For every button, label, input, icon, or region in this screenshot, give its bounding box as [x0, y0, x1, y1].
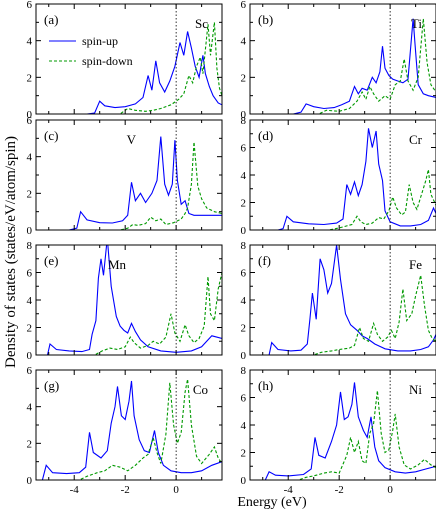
panel-ti: 0 2 4 6 (b) Ti: [241, 0, 436, 121]
y-tick-label: 4: [241, 420, 247, 432]
y-tick-label: 6: [241, 143, 247, 155]
figure-xlabel: Energy (eV): [237, 495, 307, 510]
element-label: Sc: [195, 16, 208, 31]
y-tick-label: 8: [241, 240, 247, 252]
x-tick-label: -4: [70, 484, 80, 496]
element-label: V: [127, 132, 137, 147]
series-line-spin-up: [36, 245, 222, 355]
panel-label: (g): [44, 378, 59, 393]
panel-v: 0 2 4 6 (c) V: [27, 115, 223, 237]
panel-fe: 0 2 4 6 8 (f) Fe: [241, 240, 436, 362]
y-tick-label: 2: [27, 188, 33, 200]
element-label: Ni: [409, 382, 422, 397]
series-line-spin-down: [250, 390, 436, 480]
y-tick-label: 4: [241, 170, 247, 182]
y-tick-label: 4: [27, 36, 33, 48]
x-tick-label: -2: [335, 484, 344, 496]
x-tick-label: -4: [284, 484, 294, 496]
x-tick-label: 0: [387, 484, 393, 496]
series-line-spin-up: [36, 136, 222, 230]
y-tick-label: 8: [241, 115, 247, 127]
panel-grid: 0 2 4 6 (a) Sc spin-up spin-down 0 2 4 6 (b) Ti 0 2 4 6 (c…: [27, 0, 436, 496]
y-tick-label: 8: [27, 240, 33, 252]
y-tick-label: 2: [27, 72, 33, 84]
y-tick-label: 2: [241, 72, 247, 84]
y-tick-label: 6: [241, 0, 247, 11]
x-tick-label: 0: [173, 484, 179, 496]
y-tick-label: 6: [27, 365, 33, 377]
series-line-spin-down: [250, 275, 436, 355]
series-line-spin-up: [250, 382, 436, 480]
y-tick-label: 0: [241, 225, 247, 237]
y-tick-label: 8: [241, 365, 247, 377]
panel-label: (d): [258, 128, 273, 143]
y-tick-label: 2: [241, 198, 247, 210]
y-tick-label: 0: [241, 109, 247, 121]
y-tick-label: 6: [241, 393, 247, 405]
element-label: Fe: [409, 257, 422, 272]
panel-co: 0 2 4 6 -4 -2 0 (g) Co: [27, 365, 223, 496]
legend-entry-spin-up: spin-up: [82, 34, 118, 48]
panel-frame: [249, 3, 436, 115]
y-tick-label: 2: [27, 323, 33, 335]
y-tick-label: 0: [27, 475, 33, 487]
figure-ylabel: Density of states (states/eV/atom/spin): [3, 136, 19, 368]
panel-label: (a): [44, 12, 58, 27]
element-label: Co: [193, 382, 208, 397]
element-label: Cr: [409, 132, 423, 147]
y-tick-label: 0: [241, 350, 247, 362]
y-tick-label: 2: [27, 438, 33, 450]
panel-label: (f): [258, 253, 271, 268]
series-line-spin-up: [250, 18, 436, 114]
y-tick-label: 6: [27, 115, 33, 127]
series-line-spin-down: [36, 22, 222, 114]
y-tick-label: 6: [27, 268, 33, 280]
y-tick-label: 4: [27, 152, 33, 164]
series-line-spin-down: [250, 18, 436, 114]
y-tick-label: 0: [27, 350, 33, 362]
element-label: Ti: [411, 16, 422, 31]
y-tick-label: 4: [241, 295, 247, 307]
y-tick-label: 0: [27, 225, 33, 237]
series-line-spin-down: [250, 169, 436, 230]
y-tick-label: 0: [241, 475, 247, 487]
legend-entry-spin-down: spin-down: [82, 54, 133, 68]
series-line-spin-down: [36, 141, 222, 230]
series-line-spin-up: [36, 380, 222, 480]
panel-cr: 0 2 4 6 8 (d) Cr: [241, 115, 436, 237]
y-tick-label: 4: [27, 295, 33, 307]
series-line-spin-down: [36, 272, 222, 355]
series-line-spin-up: [250, 128, 436, 230]
y-tick-label: 2: [241, 323, 247, 335]
y-tick-label: 4: [241, 36, 247, 48]
panel-label: (c): [44, 128, 58, 143]
y-tick-label: 6: [241, 268, 247, 280]
y-tick-label: 4: [27, 402, 33, 414]
panel-label: (h): [258, 378, 273, 393]
element-label: Mn: [108, 257, 127, 272]
series-line-spin-up: [250, 245, 436, 355]
panel-ni: 0 2 4 6 8 -4 -2 0 (h) Ni: [241, 365, 436, 496]
series-line-spin-down: [36, 379, 222, 480]
panel-mn: 0 2 4 6 8 (e) Mn: [27, 240, 223, 362]
panel-sc: 0 2 4 6 (a) Sc spin-up spin-down: [27, 0, 223, 121]
x-tick-label: -2: [121, 484, 130, 496]
y-tick-label: 6: [27, 0, 33, 11]
series-line-spin-up: [36, 31, 222, 114]
y-tick-label: 2: [241, 448, 247, 460]
panel-label: (e): [44, 253, 58, 268]
y-tick-label: 0: [27, 109, 33, 121]
panel-label: (b): [258, 12, 273, 27]
